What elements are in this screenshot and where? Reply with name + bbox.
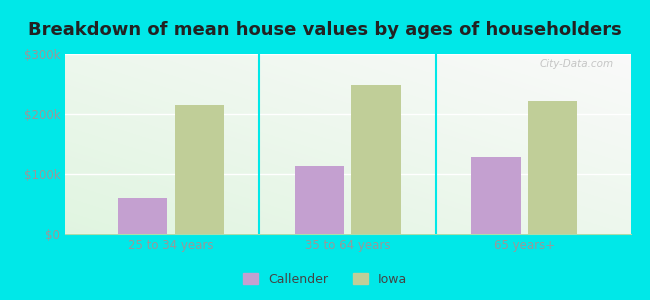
Text: City-Data.com: City-Data.com <box>540 59 614 69</box>
Bar <box>175 105 224 234</box>
Bar <box>471 157 521 234</box>
Bar <box>118 198 168 234</box>
Bar <box>351 85 401 234</box>
Bar <box>294 166 344 234</box>
Bar <box>528 101 577 234</box>
Legend: Callender, Iowa: Callender, Iowa <box>238 268 412 291</box>
Text: Breakdown of mean house values by ages of householders: Breakdown of mean house values by ages o… <box>28 21 622 39</box>
